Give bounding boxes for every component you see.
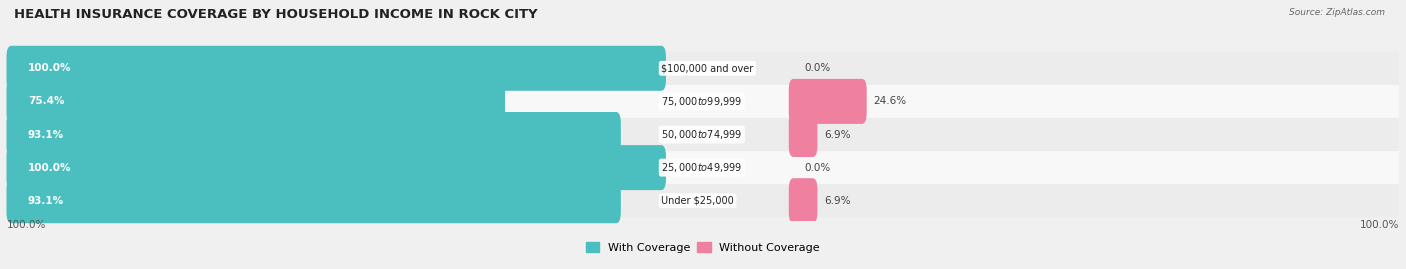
Text: 6.9%: 6.9% bbox=[824, 129, 851, 140]
FancyBboxPatch shape bbox=[7, 178, 621, 223]
FancyBboxPatch shape bbox=[7, 85, 1399, 118]
Text: $25,000 to $49,999: $25,000 to $49,999 bbox=[661, 161, 742, 174]
FancyBboxPatch shape bbox=[789, 112, 817, 157]
Text: 100.0%: 100.0% bbox=[7, 220, 46, 229]
FancyBboxPatch shape bbox=[789, 178, 817, 223]
FancyBboxPatch shape bbox=[7, 151, 1399, 184]
Text: $50,000 to $74,999: $50,000 to $74,999 bbox=[661, 128, 742, 141]
Text: 24.6%: 24.6% bbox=[873, 96, 907, 107]
Text: 0.0%: 0.0% bbox=[804, 63, 831, 73]
FancyBboxPatch shape bbox=[7, 52, 1399, 85]
Text: 75.4%: 75.4% bbox=[28, 96, 65, 107]
FancyBboxPatch shape bbox=[7, 79, 505, 124]
Text: Source: ZipAtlas.com: Source: ZipAtlas.com bbox=[1289, 8, 1385, 17]
FancyBboxPatch shape bbox=[7, 112, 621, 157]
FancyBboxPatch shape bbox=[7, 184, 1399, 217]
Text: 100.0%: 100.0% bbox=[28, 162, 72, 173]
FancyBboxPatch shape bbox=[7, 145, 666, 190]
Text: 100.0%: 100.0% bbox=[1360, 220, 1399, 229]
Text: 100.0%: 100.0% bbox=[28, 63, 72, 73]
Text: HEALTH INSURANCE COVERAGE BY HOUSEHOLD INCOME IN ROCK CITY: HEALTH INSURANCE COVERAGE BY HOUSEHOLD I… bbox=[14, 8, 537, 21]
Text: $75,000 to $99,999: $75,000 to $99,999 bbox=[661, 95, 742, 108]
Legend: With Coverage, Without Coverage: With Coverage, Without Coverage bbox=[586, 242, 820, 253]
Text: 0.0%: 0.0% bbox=[804, 162, 831, 173]
Text: 6.9%: 6.9% bbox=[824, 196, 851, 206]
Text: 93.1%: 93.1% bbox=[28, 129, 65, 140]
FancyBboxPatch shape bbox=[7, 118, 1399, 151]
Text: 93.1%: 93.1% bbox=[28, 196, 65, 206]
Text: Under $25,000: Under $25,000 bbox=[661, 196, 734, 206]
FancyBboxPatch shape bbox=[789, 79, 866, 124]
FancyBboxPatch shape bbox=[7, 46, 666, 91]
Text: $100,000 and over: $100,000 and over bbox=[661, 63, 754, 73]
